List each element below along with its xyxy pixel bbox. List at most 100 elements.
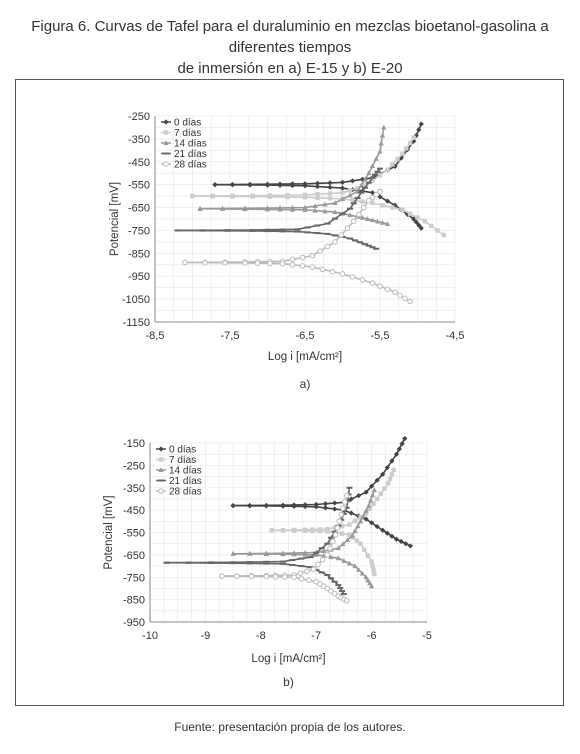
x-tick-label: -5,5: [371, 330, 390, 342]
data-point: [242, 260, 248, 266]
data-point: [247, 182, 253, 188]
data-point: [279, 228, 286, 231]
data-point: [365, 197, 372, 204]
data-point: [299, 254, 306, 261]
data-point: [344, 537, 351, 542]
data-point: [400, 207, 405, 213]
data-point: [339, 185, 346, 191]
legend-swatch-marker: [163, 161, 169, 167]
legend-swatch-marker: [158, 467, 164, 472]
legend-entry: 21 días: [174, 149, 207, 160]
data-point: [365, 181, 372, 184]
data-point: [279, 560, 286, 563]
data-point: [230, 503, 236, 509]
legend-entry: 14 días: [174, 139, 207, 150]
x-tick-label: -10: [142, 630, 158, 642]
series-line-points: [233, 438, 406, 507]
data-point: [389, 472, 395, 477]
data-point: [335, 555, 341, 561]
data-point: [358, 541, 363, 546]
series-28-días: [182, 188, 413, 305]
data-point: [339, 531, 345, 536]
data-point: [302, 528, 308, 533]
data-point: [384, 530, 390, 536]
data-point: [309, 264, 316, 270]
data-point: [377, 172, 383, 178]
data-point: [429, 223, 434, 229]
data-point: [185, 561, 192, 564]
chart-panel-label: b): [283, 675, 294, 689]
data-point: [280, 503, 286, 509]
x-axis-label: Log i [mA/cm²]: [268, 351, 342, 363]
y-tick-label: -750: [123, 572, 145, 584]
y-tick-label: -350: [128, 134, 150, 146]
y-axis-label: Potencial [mV]: [103, 495, 115, 569]
data-point: [380, 527, 386, 533]
data-point: [340, 505, 346, 512]
data-point: [299, 263, 306, 269]
data-point: [363, 574, 369, 580]
legend-entry: 7 días: [174, 128, 201, 139]
data-point: [358, 515, 363, 520]
data-point: [372, 173, 378, 176]
data-point: [349, 274, 356, 280]
data-point: [368, 497, 374, 503]
x-tick-label: -6: [367, 630, 377, 642]
data-point: [322, 505, 329, 511]
legend-swatch-marker: [158, 457, 164, 462]
data-point: [418, 225, 424, 231]
data-point: [331, 580, 338, 583]
y-tick-label: -450: [128, 157, 150, 169]
data-point: [367, 580, 373, 586]
data-point: [314, 232, 321, 235]
data-point: [418, 121, 424, 127]
data-point: [249, 229, 256, 232]
data-point: [402, 295, 408, 302]
data-point: [384, 465, 390, 471]
data-point: [416, 127, 422, 133]
data-point: [358, 182, 364, 188]
data-point: [230, 550, 236, 556]
data-point: [347, 532, 352, 537]
data-point: [338, 232, 345, 238]
data-point: [407, 298, 413, 305]
data-point: [377, 283, 383, 289]
data-point: [379, 219, 386, 225]
legend-swatch-marker: [163, 119, 169, 125]
data-point: [199, 229, 206, 232]
data-point: [339, 523, 345, 529]
data-point: [347, 188, 353, 193]
legend-swatch-marker: [163, 152, 169, 155]
data-point: [340, 541, 346, 547]
data-point: [330, 538, 336, 545]
chart-1: -10 -9 -8 -7 -6 -5 -150 -250 -350 -450 -550 -650 -75…: [103, 435, 432, 689]
data-point: [407, 211, 413, 216]
data-point: [332, 217, 338, 220]
data-point: [370, 178, 375, 183]
data-point: [377, 167, 383, 170]
data-point: [279, 260, 286, 267]
x-tick-label: -9: [201, 630, 211, 642]
data-point: [356, 492, 362, 499]
data-point: [380, 471, 386, 477]
series-line-points: [233, 489, 376, 555]
data-point: [248, 573, 255, 580]
data-point: [291, 574, 297, 581]
data-point: [341, 558, 347, 563]
data-point: [318, 571, 325, 574]
y-tick-label: -150: [123, 438, 145, 450]
data-point: [272, 574, 279, 580]
y-tick-label: -250: [128, 111, 150, 123]
data-point: [246, 562, 253, 565]
data-point: [327, 545, 333, 551]
legend-entry: 0 días: [169, 445, 196, 456]
data-point: [352, 239, 358, 242]
data-point: [365, 244, 372, 247]
data-point: [360, 513, 366, 519]
data-point: [359, 570, 365, 576]
data-point: [390, 162, 395, 167]
y-tick-label: -650: [128, 203, 150, 215]
data-point: [336, 518, 343, 525]
data-point: [314, 180, 321, 186]
data-point: [327, 191, 333, 196]
